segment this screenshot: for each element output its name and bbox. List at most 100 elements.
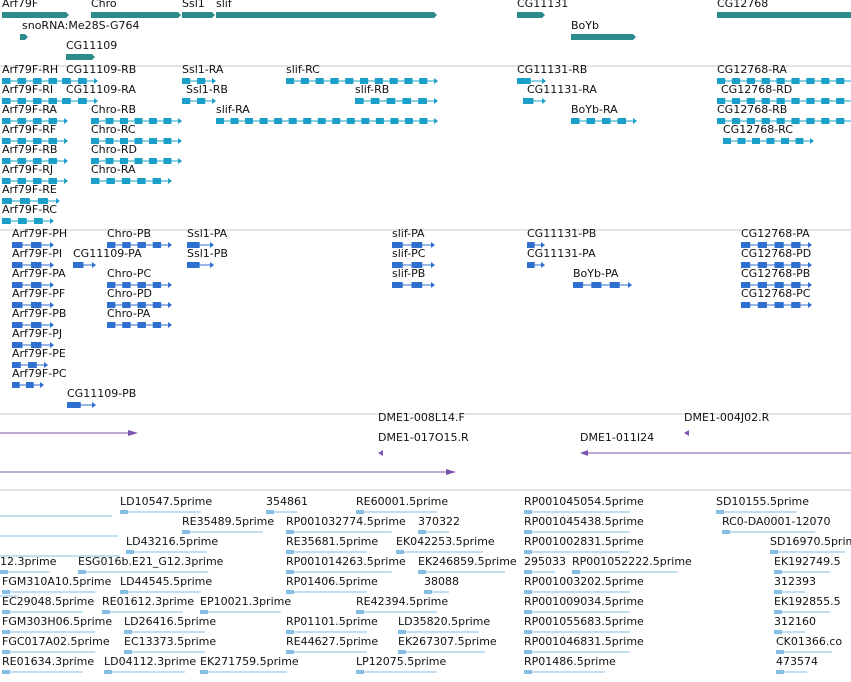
transcript-track-label[interactable]: slif-RA	[216, 103, 250, 116]
exon-block[interactable]	[404, 118, 413, 124]
exon-block[interactable]	[38, 198, 48, 204]
exon-block[interactable]	[821, 78, 830, 84]
est-label[interactable]: 312393	[774, 575, 816, 588]
protein-track-label[interactable]: Arf79F-PJ	[12, 327, 63, 340]
gene-arrow[interactable]	[92, 54, 95, 60]
strand-arrow[interactable]	[434, 78, 438, 84]
strand-arrow[interactable]	[431, 242, 435, 248]
est-block[interactable]	[524, 550, 532, 554]
est-label[interactable]: CK01366.co	[776, 635, 843, 648]
strand-arrow[interactable]	[431, 262, 435, 268]
est-block[interactable]	[770, 550, 778, 554]
exon-block[interactable]	[107, 242, 116, 248]
strand-arrow[interactable]	[168, 282, 172, 288]
exon-block[interactable]	[48, 138, 58, 144]
est-block[interactable]	[2, 670, 10, 674]
exon-block[interactable]	[33, 158, 42, 164]
exon-block[interactable]	[105, 158, 114, 164]
exon-block[interactable]	[392, 262, 403, 268]
protein-track-label[interactable]: Chro-PB	[107, 227, 152, 240]
protein-track-label[interactable]: CG11109-PA	[73, 247, 142, 260]
exon-block[interactable]	[67, 402, 81, 408]
exon-block[interactable]	[370, 98, 380, 104]
exon-block[interactable]	[120, 138, 128, 144]
strand-arrow[interactable]	[431, 282, 435, 288]
transcript-track-label[interactable]: Arf79F-RH	[2, 63, 59, 76]
exon-block[interactable]	[392, 242, 403, 248]
strand-arrow[interactable]	[542, 98, 546, 104]
transcript-track-label[interactable]: Arf79F-RF	[2, 123, 57, 136]
exon-block[interactable]	[791, 242, 801, 248]
exon-block[interactable]	[761, 118, 770, 124]
exon-block[interactable]	[134, 118, 143, 124]
exon-block[interactable]	[774, 302, 784, 308]
est-block[interactable]	[774, 610, 782, 614]
exon-block[interactable]	[836, 98, 845, 104]
est-block[interactable]	[200, 670, 208, 674]
exon-block[interactable]	[163, 118, 172, 124]
exon-block[interactable]	[187, 262, 200, 268]
gene-track-label[interactable]: CG11131	[517, 0, 569, 10]
est-block[interactable]	[774, 630, 782, 634]
est-label[interactable]: EP10021.3prime	[200, 595, 292, 608]
exon-block[interactable]	[91, 138, 99, 144]
est-label[interactable]: 312160	[774, 615, 816, 628]
exon-block[interactable]	[288, 118, 297, 124]
est-label[interactable]: FGM303H06.5prime	[2, 615, 113, 628]
exon-block[interactable]	[741, 282, 751, 288]
gene-track-label[interactable]: Ssl1	[182, 0, 205, 10]
gene-bar[interactable]	[216, 12, 434, 18]
gene-track-label[interactable]: Chro	[91, 0, 117, 10]
exon-block[interactable]	[757, 262, 767, 268]
est-label[interactable]: SD10155.5prime	[716, 495, 809, 508]
exon-block[interactable]	[33, 78, 42, 84]
gene-bar[interactable]	[182, 12, 212, 18]
protein-track-label[interactable]: Ssl1-PB	[187, 247, 228, 260]
exon-block[interactable]	[330, 78, 339, 84]
est-label[interactable]: RE01634.3prime	[2, 655, 95, 668]
est-label[interactable]: RP001046831.5prime	[524, 635, 644, 648]
strand-arrow[interactable]	[50, 302, 54, 308]
exon-block[interactable]	[332, 118, 341, 124]
exon-block[interactable]	[91, 118, 99, 124]
est-block[interactable]	[524, 570, 532, 574]
gene-track-label[interactable]: slif	[216, 0, 232, 10]
exon-block[interactable]	[404, 78, 413, 84]
exon-block[interactable]	[776, 78, 785, 84]
est-block[interactable]	[774, 590, 782, 594]
exon-block[interactable]	[122, 282, 131, 288]
exon-block[interactable]	[187, 242, 200, 248]
exon-block[interactable]	[411, 242, 423, 248]
strand-arrow[interactable]	[64, 158, 68, 164]
est-block[interactable]	[286, 590, 294, 594]
clone-arrow[interactable]	[446, 469, 456, 475]
exon-block[interactable]	[197, 98, 206, 104]
exon-block[interactable]	[752, 138, 760, 144]
est-label[interactable]: 38088	[424, 575, 459, 588]
exon-block[interactable]	[259, 118, 268, 124]
protein-track-label[interactable]: Ssl1-PA	[187, 227, 228, 240]
exon-block[interactable]	[2, 198, 12, 204]
exon-block[interactable]	[91, 178, 100, 184]
strand-arrow[interactable]	[64, 178, 68, 184]
est-label[interactable]: RE01612.3prime	[102, 595, 195, 608]
est-label[interactable]: RP001052222.5prime	[572, 555, 692, 568]
exon-block[interactable]	[152, 302, 162, 308]
protein-track-label[interactable]: slif-PA	[392, 227, 425, 240]
exon-block[interactable]	[107, 322, 116, 328]
transcript-track-label[interactable]: CG11109-RA	[66, 83, 136, 96]
transcript-track-label[interactable]: Chro-RD	[91, 143, 137, 156]
exon-block[interactable]	[741, 262, 751, 268]
exon-block[interactable]	[107, 282, 116, 288]
gene-track-label[interactable]: CG11109	[66, 39, 118, 52]
exon-block[interactable]	[48, 118, 58, 124]
strand-arrow[interactable]	[808, 302, 812, 308]
exon-block[interactable]	[757, 242, 767, 248]
est-label[interactable]: RP01486.5prime	[524, 655, 616, 668]
est-block[interactable]	[396, 550, 404, 554]
est-block[interactable]	[572, 570, 580, 574]
exon-block[interactable]	[134, 138, 143, 144]
gene-bar[interactable]	[517, 12, 542, 18]
exon-block[interactable]	[781, 138, 789, 144]
exon-block[interactable]	[31, 322, 42, 328]
